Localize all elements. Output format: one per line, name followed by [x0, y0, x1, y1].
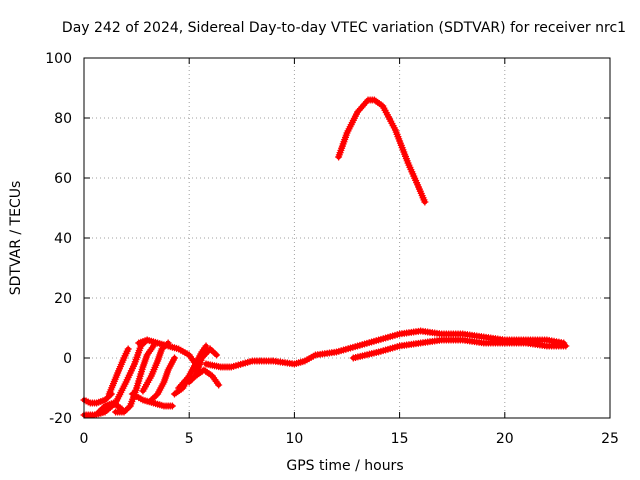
series-arc-peak — [335, 96, 429, 206]
y-axis-label: SDTVAR / TECUs — [8, 181, 24, 296]
series-arc-long-lower — [349, 336, 570, 362]
plot-frame — [83, 57, 611, 419]
series-arc-mid-9 — [185, 366, 223, 389]
data-point-marker — [363, 98, 371, 106]
x-tick-label: 20 — [496, 431, 514, 447]
data-point-marker — [120, 408, 128, 416]
data-point-marker — [355, 106, 363, 114]
data-point-marker — [354, 108, 362, 116]
x-tick-label: 0 — [80, 431, 89, 447]
data-point-marker — [101, 396, 109, 404]
y-tick-label: 100 — [45, 51, 72, 67]
data-point-marker — [149, 395, 157, 402]
data-point-marker — [208, 347, 216, 354]
data-point-marker — [168, 402, 176, 410]
data-point-marker — [360, 101, 368, 109]
data-point-marker — [150, 393, 158, 401]
data-point-marker — [211, 350, 219, 357]
data-point-marker — [95, 408, 103, 416]
chart-title: Day 242 of 2024, Sidereal Day-to-day VTE… — [62, 20, 626, 36]
data-point-marker — [96, 407, 104, 414]
axis-ticks: 0 5 10 15 20 25 -20 0 20 40 60 80 100 — [45, 51, 619, 447]
x-axis-label: GPS time / hours — [286, 458, 403, 474]
x-tick-label: 5 — [185, 431, 194, 447]
data-point-marker — [175, 384, 183, 392]
data-point-marker — [179, 379, 187, 387]
y-tick-label: 20 — [54, 291, 72, 307]
data-point-marker — [176, 382, 184, 390]
data-point-marker — [170, 354, 178, 362]
series-arc-mid-2 — [128, 390, 176, 410]
y-tick-label: 60 — [54, 171, 72, 187]
series-arc-mid-7 — [175, 342, 210, 392]
series-arc-mid-1 — [112, 342, 157, 416]
data-point-marker — [361, 99, 369, 107]
data-point-marker — [206, 345, 214, 353]
x-tick-label: 15 — [391, 431, 409, 447]
y-tick-label: 40 — [54, 231, 72, 247]
data-series — [80, 96, 570, 419]
data-point-marker — [98, 405, 106, 413]
data-point-marker — [207, 371, 215, 379]
data-point-marker — [562, 342, 570, 350]
data-point-marker — [188, 375, 196, 383]
data-point-marker — [147, 396, 155, 404]
series-arc-early-3 — [105, 345, 132, 398]
y-tick-label: 0 — [63, 351, 72, 367]
series-arc-mid-4 — [147, 354, 178, 404]
data-point-marker — [103, 395, 111, 402]
data-point-marker — [122, 407, 130, 414]
data-point-marker — [215, 381, 223, 389]
grid-lines — [84, 58, 610, 418]
data-point-marker — [187, 377, 195, 384]
y-tick-label: 80 — [54, 111, 72, 127]
data-point-marker — [213, 351, 221, 359]
data-point-marker — [125, 404, 133, 411]
y-tick-label: -20 — [49, 411, 72, 427]
data-point-marker — [421, 198, 429, 206]
data-point-marker — [178, 381, 186, 389]
data-point-marker — [124, 345, 132, 353]
data-point-marker — [202, 342, 210, 350]
data-point-marker — [209, 348, 217, 356]
data-point-marker — [185, 378, 193, 386]
data-point-marker — [123, 405, 131, 413]
data-point-marker — [358, 103, 366, 111]
data-point-marker — [99, 404, 107, 411]
x-tick-label: 25 — [601, 431, 619, 447]
x-tick-label: 10 — [285, 431, 303, 447]
data-point-marker — [357, 105, 365, 113]
series-line — [336, 97, 428, 205]
